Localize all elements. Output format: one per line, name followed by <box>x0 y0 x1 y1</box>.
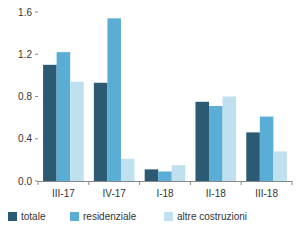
y-tick-label: 1.6 <box>18 7 32 18</box>
y-tick-label: 0.0 <box>18 176 32 187</box>
y-tick-label: 0.8 <box>18 91 32 102</box>
bar <box>43 65 57 181</box>
x-tick-label: III-17 <box>52 188 75 199</box>
legend-swatch <box>8 212 17 221</box>
bar <box>223 97 237 182</box>
x-tick-label: III-18 <box>255 188 278 199</box>
x-tick <box>38 181 39 185</box>
bar <box>273 151 287 181</box>
bar <box>158 171 172 181</box>
x-tick <box>139 181 140 185</box>
bar <box>246 132 260 181</box>
legend-swatch <box>70 212 79 221</box>
x-tick <box>292 181 293 185</box>
bar <box>145 169 159 181</box>
bar <box>195 102 209 181</box>
x-tick-label: II-18 <box>206 188 226 199</box>
x-tick <box>88 181 89 185</box>
y-tick-label: 0.4 <box>18 133 32 144</box>
legend-label: altre costruzioni <box>177 211 247 222</box>
y-tick <box>35 12 38 13</box>
x-tick <box>190 181 191 185</box>
y-tick <box>35 138 38 139</box>
x-axis <box>38 181 292 182</box>
bar <box>172 165 186 181</box>
chart: 0.0 0.4 0.8 1.2 1.6 III-17 IV-17 I-18 II-18 III-1… <box>0 0 297 234</box>
y-tick <box>35 96 38 97</box>
y-tick <box>35 54 38 55</box>
bar <box>94 83 108 181</box>
x-tick-label: I-18 <box>156 188 174 199</box>
x-tick-label: IV-17 <box>103 188 127 199</box>
bar <box>57 52 71 181</box>
x-tick <box>241 181 242 185</box>
legend-label: totale <box>21 211 46 222</box>
bar <box>209 106 223 181</box>
bar <box>107 18 121 181</box>
y-tick-label: 1.2 <box>18 49 32 60</box>
bars <box>43 18 287 181</box>
legend-label: residenziale <box>83 211 137 222</box>
legend-swatch <box>164 212 173 221</box>
bar <box>70 82 84 181</box>
bar <box>260 117 274 181</box>
bar <box>121 159 135 181</box>
